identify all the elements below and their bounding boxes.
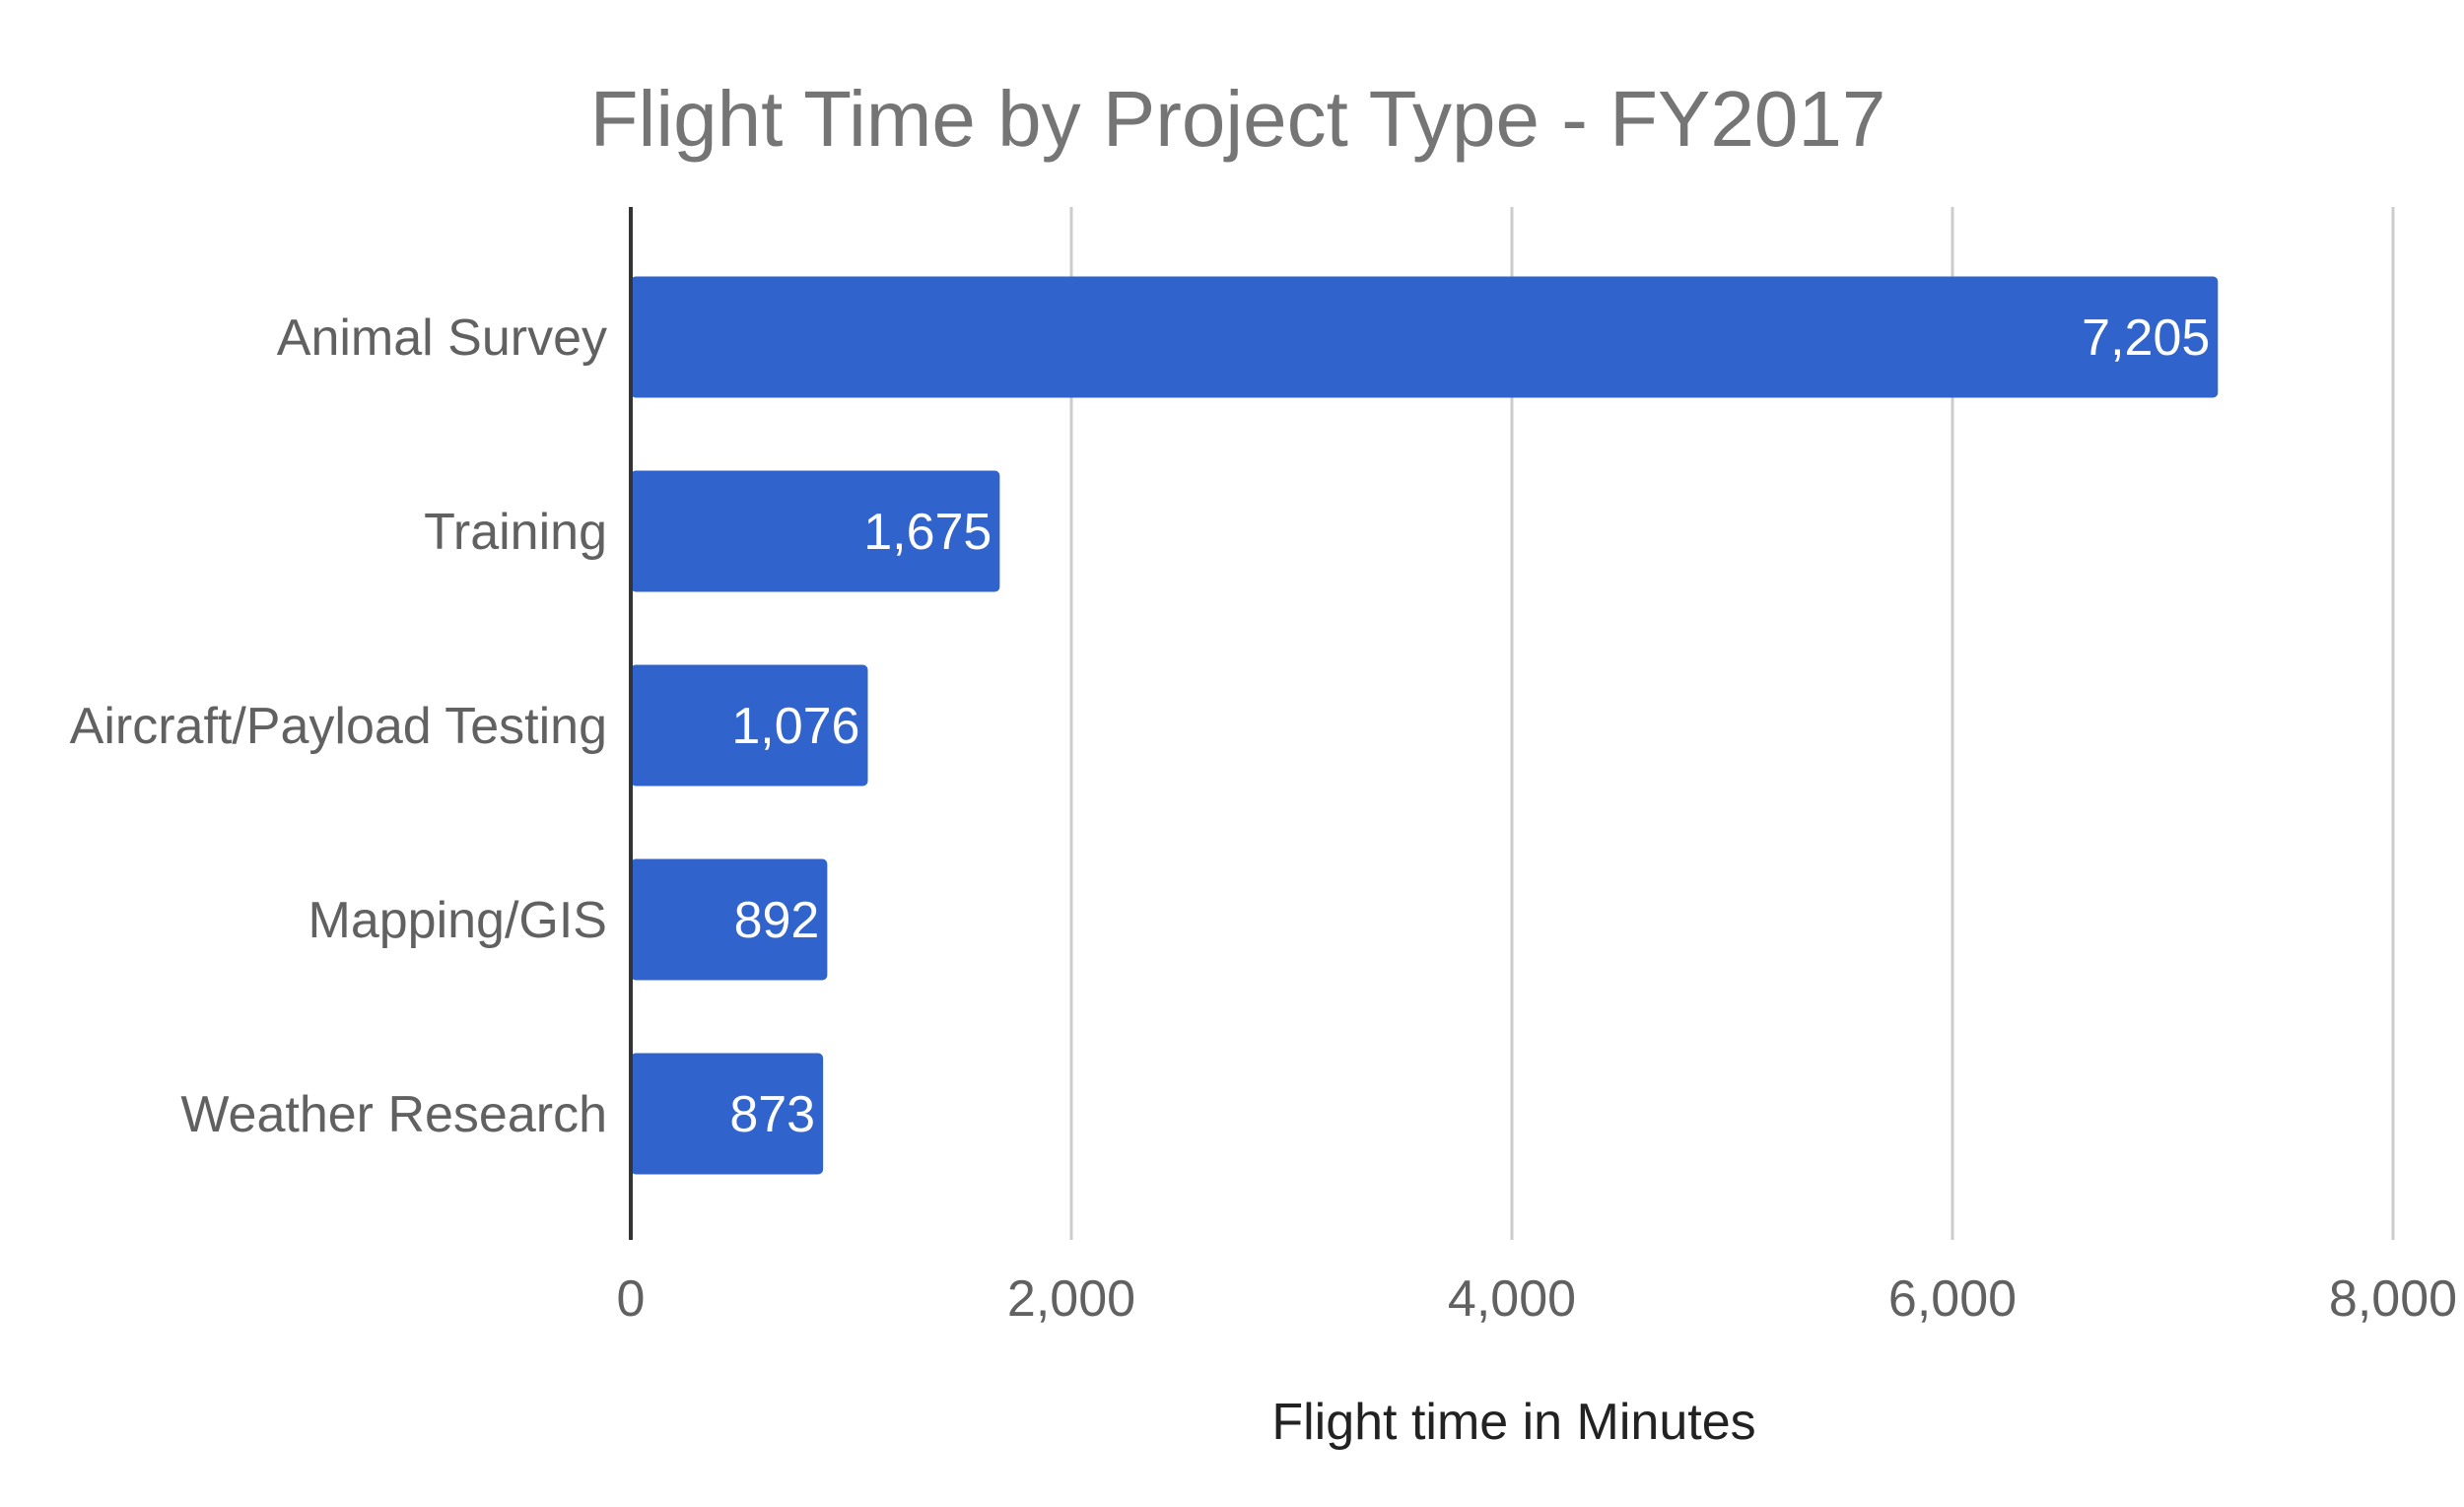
bars: 7,205 1,675 1,076 892 873: [631, 276, 2219, 1175]
bar-value-label: 892: [734, 892, 820, 949]
bar-value-label: 7,205: [2082, 309, 2210, 367]
bar-value-label: 1,076: [731, 698, 859, 755]
category-label: Mapping/GIS: [308, 892, 608, 949]
x-tick-labels: 0 2,000 4,000 6,000 8,000: [617, 1270, 2458, 1328]
bar-value-label: 873: [729, 1086, 815, 1143]
x-tick-label: 0: [617, 1270, 646, 1328]
bar: [631, 276, 2219, 398]
category-label: Training: [424, 504, 607, 561]
x-tick-label: 4,000: [1448, 1270, 1576, 1328]
bar: [631, 664, 868, 787]
x-axis-title: Flight time in Minutes: [1271, 1394, 1755, 1451]
x-tick-label: 8,000: [2329, 1270, 2457, 1328]
x-tick-label: 2,000: [1007, 1270, 1135, 1328]
chart-title: Flight Time by Project Type - FY2017: [590, 75, 1886, 163]
category-label: Animal Survey: [277, 309, 607, 367]
category-label: Aircraft/Payload Testing: [70, 698, 607, 755]
category-labels: Animal Survey Training Aircraft/Payload Te…: [70, 309, 607, 1143]
bar-value-label: 1,675: [863, 504, 992, 561]
bar: [631, 858, 828, 981]
category-label: Weather Research: [180, 1086, 607, 1143]
bar: [631, 1053, 824, 1175]
bar: [631, 470, 1000, 592]
x-tick-label: 6,000: [1888, 1270, 2017, 1328]
